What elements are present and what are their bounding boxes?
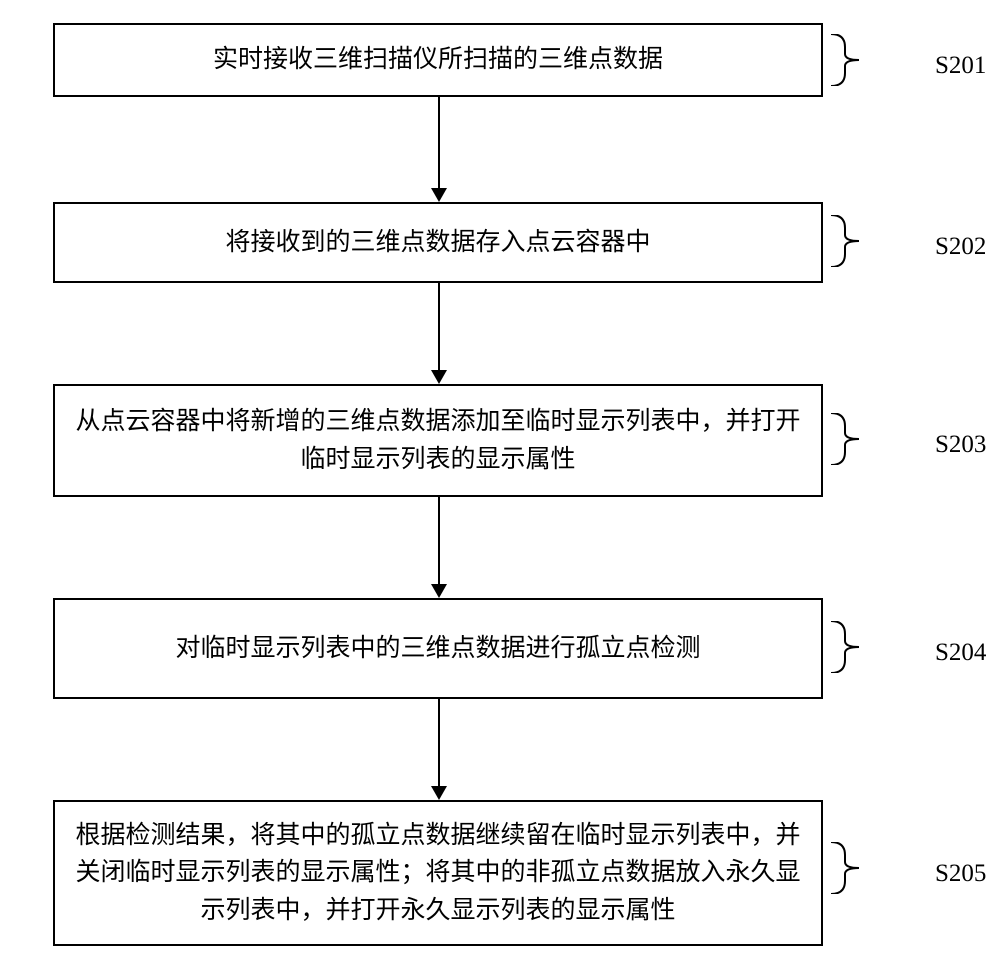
step-box-s203: 从点云容器中将新增的三维点数据添加至临时显示列表中，并打开临时显示列表的显示属性 [53,384,823,497]
step-text: 根据检测结果，将其中的孤立点数据继续留在临时显示列表中，并关闭临时显示列表的显示… [75,817,801,930]
label-text: S204 [935,639,986,666]
brace-s202 [831,215,859,267]
step-label-s205: S205 [935,860,986,888]
arrow-3 [438,497,440,598]
brace-s203 [831,413,859,465]
label-text: S202 [935,233,986,260]
step-label-s204: S204 [935,639,986,667]
step-label-s202: S202 [935,233,986,261]
step-box-s205: 根据检测结果，将其中的孤立点数据继续留在临时显示列表中，并关闭临时显示列表的显示… [53,800,823,946]
arrow-1 [438,97,440,202]
flowchart-container: 实时接收三维扫描仪所扫描的三维点数据 S201 将接收到的三维点数据存入点云容器… [0,0,1000,966]
step-text: 从点云容器中将新增的三维点数据添加至临时显示列表中，并打开临时显示列表的显示属性 [75,403,801,478]
arrow-4 [438,699,440,800]
label-text: S203 [935,431,986,458]
brace-s201 [831,34,859,86]
arrow-2 [438,283,440,384]
brace-s204 [831,621,859,673]
step-box-s201: 实时接收三维扫描仪所扫描的三维点数据 [53,23,823,97]
label-text: S205 [935,860,986,887]
step-box-s202: 将接收到的三维点数据存入点云容器中 [53,202,823,283]
step-box-s204: 对临时显示列表中的三维点数据进行孤立点检测 [53,598,823,699]
brace-s205 [831,842,859,894]
step-text: 实时接收三维扫描仪所扫描的三维点数据 [213,41,663,79]
label-text: S201 [935,52,986,79]
step-text: 对临时显示列表中的三维点数据进行孤立点检测 [175,630,700,668]
step-label-s203: S203 [935,431,986,459]
step-label-s201: S201 [935,52,986,80]
step-text: 将接收到的三维点数据存入点云容器中 [225,224,650,262]
